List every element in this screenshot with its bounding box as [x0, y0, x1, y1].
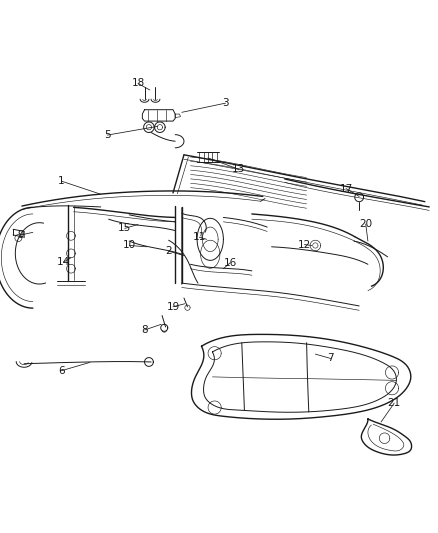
- Text: 7: 7: [327, 353, 334, 364]
- Text: 1: 1: [58, 176, 65, 186]
- Text: 14: 14: [57, 257, 70, 267]
- Text: 21: 21: [388, 398, 401, 408]
- Text: 8: 8: [141, 325, 148, 335]
- Text: 11: 11: [193, 232, 206, 242]
- Text: 15: 15: [118, 223, 131, 233]
- Text: 17: 17: [339, 183, 353, 193]
- Text: 3: 3: [222, 98, 229, 108]
- Text: 6: 6: [58, 366, 65, 376]
- Text: 18: 18: [131, 78, 145, 88]
- Text: 10: 10: [123, 240, 136, 251]
- Text: 20: 20: [359, 219, 372, 229]
- Text: 19: 19: [166, 302, 180, 312]
- Text: 12: 12: [298, 240, 311, 249]
- Text: 5: 5: [104, 130, 111, 140]
- Text: 13: 13: [232, 164, 245, 174]
- Text: 2: 2: [165, 246, 172, 256]
- Text: 9: 9: [18, 230, 25, 240]
- Text: 16: 16: [223, 258, 237, 268]
